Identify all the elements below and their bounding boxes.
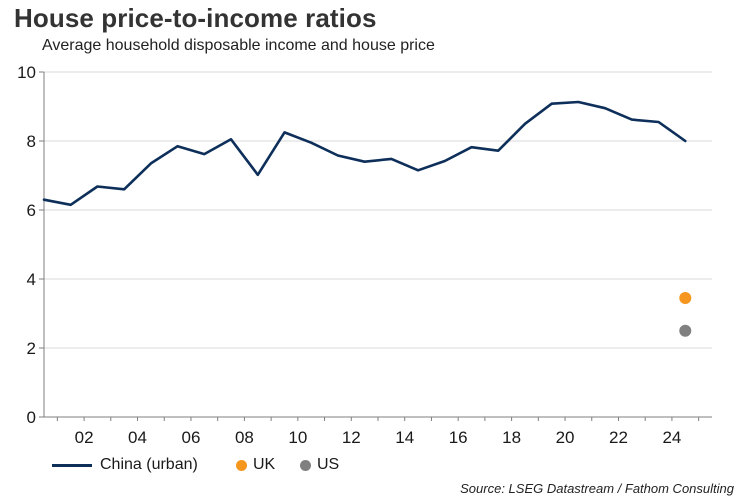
chart-title: House price-to-income ratios — [14, 3, 377, 33]
data-series — [42, 100, 692, 337]
legend-swatch-uk — [236, 459, 247, 471]
x-tick-label-20: 20 — [556, 428, 575, 447]
x-tick-label-10: 10 — [288, 428, 307, 447]
x-tick-label-02: 02 — [75, 428, 94, 447]
chart-subtitle: Average household disposable income and … — [42, 37, 435, 54]
x-tick-label-22: 22 — [609, 428, 628, 447]
x-axis-ticks: 02 04 06 08 10 12 14 16 18 20 22 24 — [56, 417, 700, 447]
x-tick-label-04: 04 — [128, 428, 147, 447]
y-tick-label-0: 0 — [27, 408, 36, 427]
y-tick-label-6: 6 — [27, 201, 36, 220]
y-tick-label-10: 10 — [17, 63, 36, 82]
y-axis-ticks: 0 2 4 6 8 10 — [17, 63, 44, 427]
y-tick-label-8: 8 — [27, 132, 36, 151]
x-tick-label-12: 12 — [342, 428, 361, 447]
data-point-us — [679, 324, 692, 337]
series-line-china-urban — [42, 100, 687, 207]
legend-swatch-us — [300, 459, 311, 471]
legend-item-us: US — [300, 456, 339, 474]
x-tick-label-06: 06 — [181, 428, 200, 447]
axes — [43, 72, 712, 418]
y-tick-label-4: 4 — [27, 270, 36, 289]
data-point-uk — [679, 291, 692, 304]
gridlines — [44, 71, 712, 349]
legend-item-china: China (urban) — [52, 456, 198, 474]
x-tick-label-24: 24 — [662, 428, 681, 447]
legend-swatch-china — [52, 463, 92, 467]
x-tick-label-18: 18 — [502, 428, 521, 447]
x-tick-label-16: 16 — [449, 428, 468, 447]
legend-label-china: China (urban) — [100, 456, 198, 473]
legend-item-uk: UK — [236, 456, 275, 474]
legend-label-us: US — [317, 456, 340, 473]
legend-label-uk: UK — [253, 456, 276, 473]
y-tick-label-2: 2 — [27, 339, 36, 358]
chart-source: Source: LSEG Datastream / Fathom Consult… — [460, 481, 734, 496]
x-tick-label-14: 14 — [395, 428, 414, 447]
x-tick-label-08: 08 — [235, 428, 254, 447]
